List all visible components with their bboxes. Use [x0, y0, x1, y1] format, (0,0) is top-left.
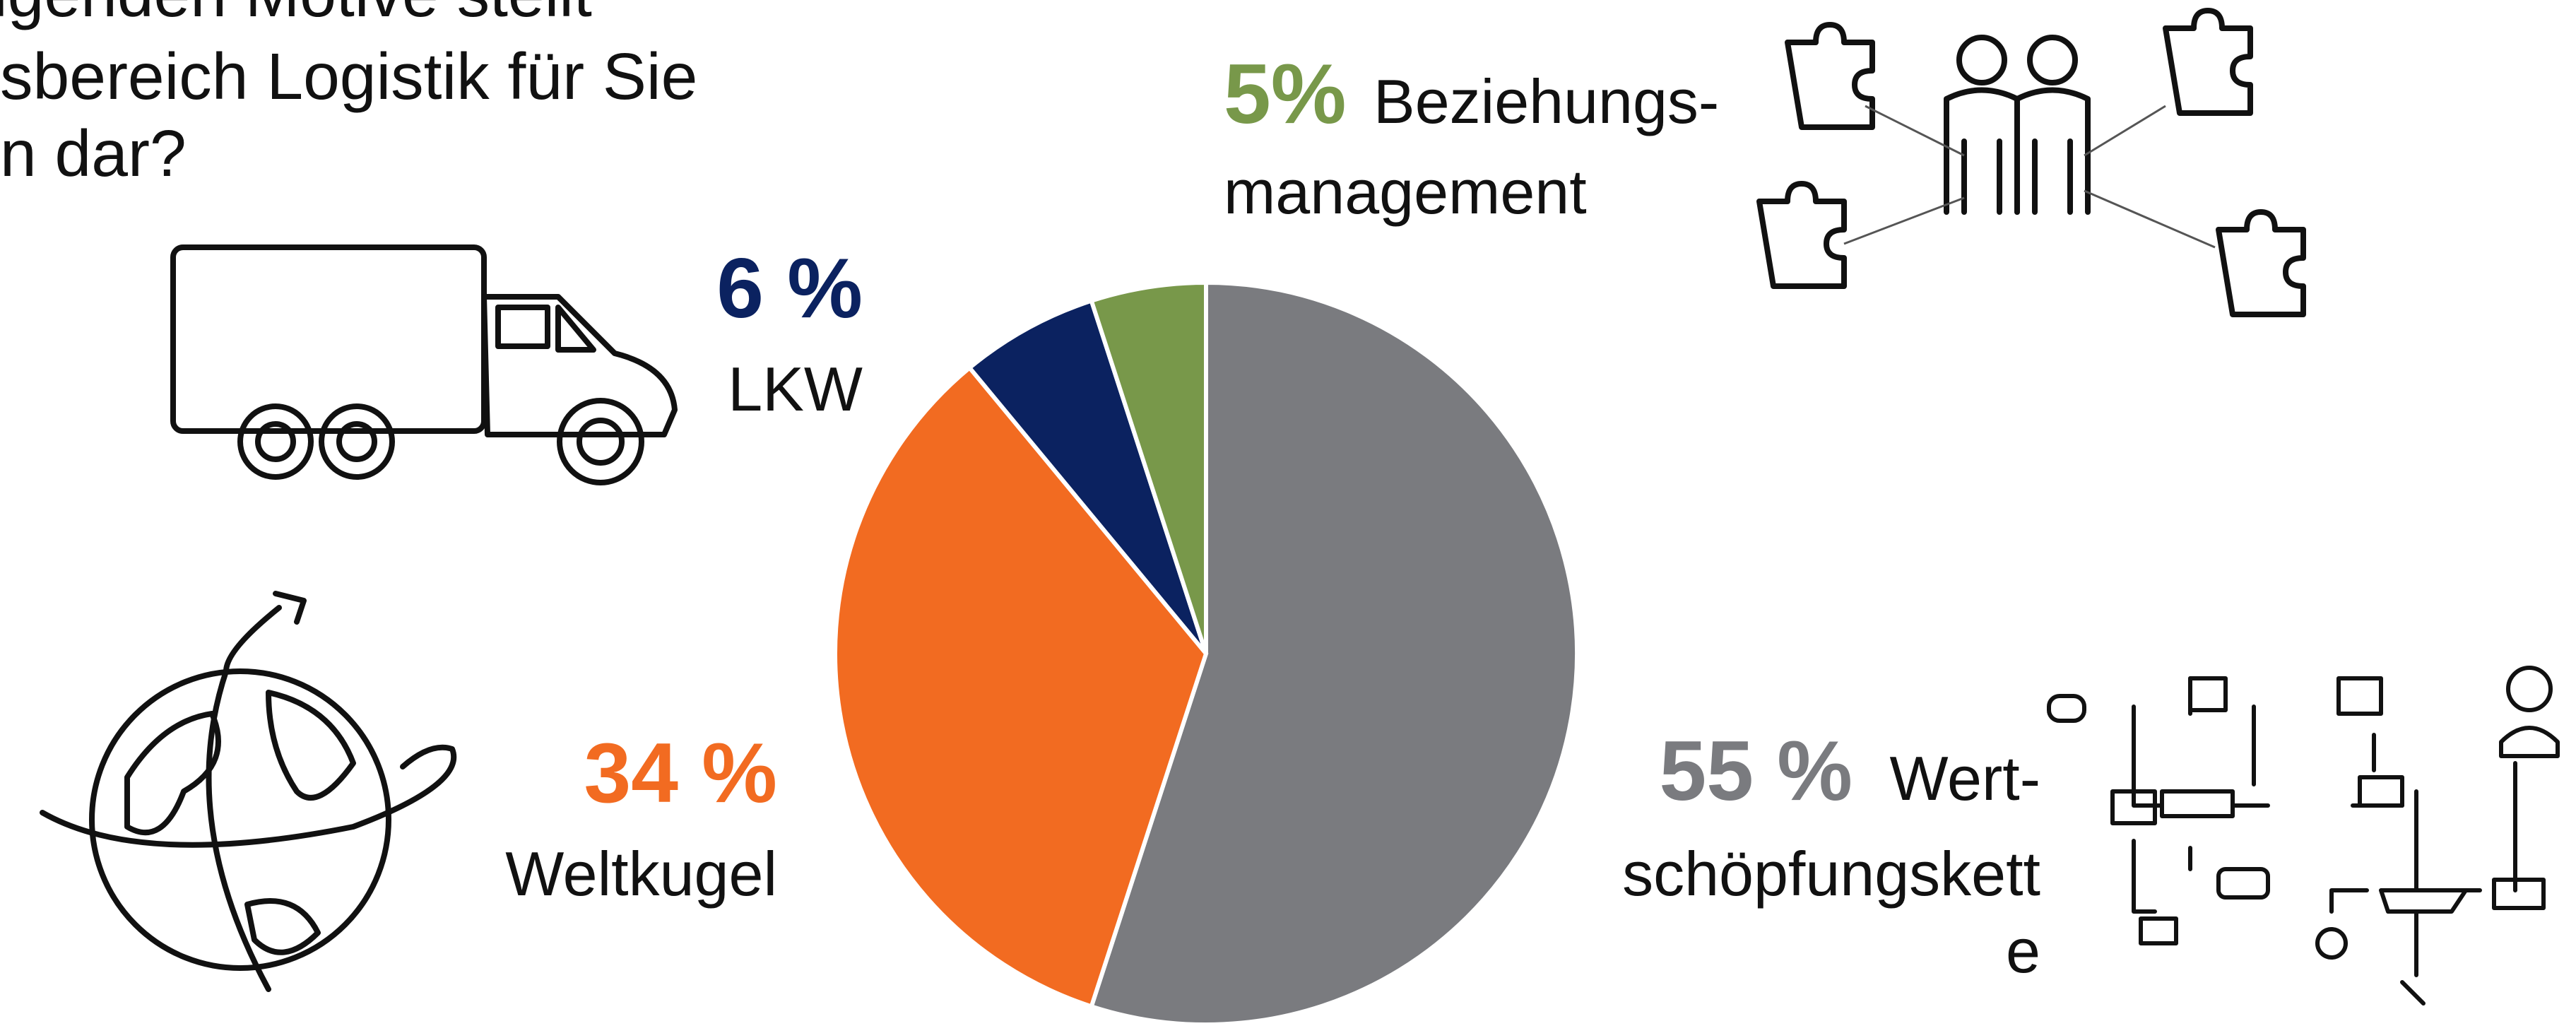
pie-slice — [1088, 280, 1208, 654]
pie-slice — [967, 297, 1208, 655]
pie-slice — [833, 365, 1209, 1010]
category-label: Wert- — [1890, 743, 2040, 813]
category-label: schöpfungskett — [1622, 839, 2040, 909]
title: lgenden Motive stellt sbereich Logistik … — [0, 0, 697, 190]
title-line: lgenden Motive stellt — [0, 0, 592, 30]
category-label: e — [2006, 916, 2040, 986]
value-label: 55 % — [1659, 724, 1853, 818]
category-label: Weltkugel — [505, 839, 777, 909]
value-label: 5% — [1224, 47, 1346, 141]
category-label: management — [1224, 157, 1587, 227]
pie-slice — [1088, 280, 1579, 1026]
relationship-icon — [1756, 8, 2306, 317]
value-chain-icon — [2047, 666, 2560, 1006]
relationship-lines — [1843, 105, 2216, 249]
title-line: sbereich Logistik für Sie — [0, 40, 697, 113]
value-label: 6 % — [716, 241, 863, 336]
globe-icon — [40, 591, 457, 992]
pie — [833, 280, 1579, 1026]
value-label: 34 % — [584, 726, 777, 820]
category-label: Beziehungs- — [1373, 66, 1719, 136]
truck-icon — [170, 244, 678, 485]
category-label: LKW — [728, 354, 863, 424]
title-line: n dar? — [0, 117, 187, 190]
